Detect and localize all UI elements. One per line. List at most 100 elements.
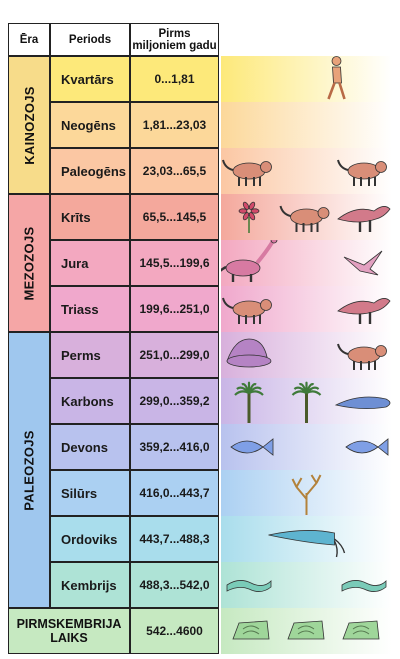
header-era: Ēra xyxy=(8,23,50,56)
cooksonia-plant-icon xyxy=(291,474,322,515)
creature-fish xyxy=(230,438,274,456)
period-range-cell: 199,6...251,0 xyxy=(130,286,219,332)
header-period-label: Periods xyxy=(68,33,112,46)
period-range: 23,03...65,5 xyxy=(142,164,207,178)
fish-body-icon xyxy=(345,440,379,454)
header-era-label: Ēra xyxy=(19,33,39,46)
creature-mammal xyxy=(337,343,387,370)
creature-fish xyxy=(345,438,389,456)
tree-frond-icon xyxy=(306,390,322,396)
fossil-rock-icon xyxy=(232,620,270,640)
era-cell-mezozojs: MEZOZOJS xyxy=(8,194,50,332)
period-name-cell: Paleogēns xyxy=(50,148,130,194)
precambrian-line2: LAIKS xyxy=(50,631,88,645)
precambrian-illustration xyxy=(221,608,392,654)
precambrian-line1: PIRMSKEMBRIJA xyxy=(16,617,122,631)
creature-fossil xyxy=(287,620,325,640)
period-range-cell: 359,2...416,0 xyxy=(130,424,219,470)
flower-petal-icon xyxy=(248,212,256,221)
period-name-cell: Devons xyxy=(50,424,130,470)
period-name-cell: Krīts xyxy=(50,194,130,240)
period-range: 251,0...299,0 xyxy=(139,348,210,362)
period-illustration-svg xyxy=(222,297,391,324)
mammal-head-icon xyxy=(375,345,387,357)
period-illustration-svg xyxy=(327,56,346,100)
period-name: Kvartārs xyxy=(61,71,114,87)
nautiloid-tentacles-icon xyxy=(333,538,346,558)
creature-long-neck-dinosaur xyxy=(212,236,278,282)
creature-flower xyxy=(238,201,260,233)
period-illustration xyxy=(221,332,392,378)
period-name-cell: Neogēns xyxy=(50,102,130,148)
period-name-cell: Jura xyxy=(50,240,130,286)
period-range: 1,81...23,03 xyxy=(142,118,207,132)
dimetrodon-body-icon xyxy=(226,354,272,368)
period-illustration xyxy=(221,56,392,102)
period-range: 199,6...251,0 xyxy=(139,302,210,316)
sauropod-head-icon xyxy=(270,236,278,244)
creature-tree xyxy=(234,381,264,423)
cambrian-creature-icon xyxy=(341,580,387,592)
mammal-body-icon xyxy=(232,162,266,180)
period-name: Krīts xyxy=(61,209,91,225)
era-label: PALEOZOJS xyxy=(21,429,37,511)
precambrian-range-cell: 542...4600 xyxy=(130,608,219,654)
mammal-head-icon xyxy=(375,161,387,173)
period-illustration-svg xyxy=(226,338,387,370)
tree-frond-icon xyxy=(248,390,264,396)
period-range-cell: 23,03...65,5 xyxy=(130,148,219,194)
sauropod-neck-icon xyxy=(255,239,275,265)
human-body-icon xyxy=(332,66,342,84)
dinosaur-legs-icon xyxy=(358,312,372,324)
period-name: Silūrs xyxy=(61,485,98,501)
period-range-cell: 65,5...145,5 xyxy=(130,194,219,240)
period-name-cell: Karbons xyxy=(50,378,130,424)
period-illustration xyxy=(221,562,392,608)
period-illustration xyxy=(221,470,392,516)
period-range: 416,0...443,7 xyxy=(139,486,210,500)
creature-human-walking xyxy=(327,56,346,100)
dinosaur-legs-icon xyxy=(358,220,372,232)
period-name-cell: Silūrs xyxy=(50,470,130,516)
period-name: Devons xyxy=(61,439,108,455)
period-name-cell: Kembrijs xyxy=(50,562,130,608)
creature-fossil xyxy=(342,620,380,640)
sauropod-body-icon xyxy=(225,259,261,277)
creature-worm xyxy=(226,580,272,592)
human-legs-icon xyxy=(327,82,346,100)
period-illustration-svg xyxy=(212,236,383,282)
creature-tree xyxy=(291,381,322,423)
period-illustration-svg xyxy=(230,438,389,456)
period-illustration-svg xyxy=(226,580,387,592)
fossil-rock-icon xyxy=(342,620,380,640)
mammal-legs-icon xyxy=(279,205,319,232)
era-label: MEZOZOJS xyxy=(21,226,37,300)
dinosaur-body-icon xyxy=(337,206,391,223)
mammal-head-icon xyxy=(317,207,330,219)
period-illustration-svg xyxy=(291,474,322,515)
era-cell-paleozojs: PALEOZOJS xyxy=(8,332,50,608)
header-time: Pirms miljoniem gadu xyxy=(130,23,219,56)
period-name-cell: Ordoviks xyxy=(50,516,130,562)
period-name: Paleogēns xyxy=(61,163,127,179)
precambrian-name-cell: PIRMSKEMBRIJA LAIKS xyxy=(8,608,130,654)
flower-petal-icon xyxy=(250,208,260,214)
period-illustration-svg xyxy=(238,201,391,233)
period-name-cell: Perms xyxy=(50,332,130,378)
period-name: Karbons xyxy=(61,393,114,409)
period-range: 488,3...542,0 xyxy=(139,578,210,592)
flower-petal-icon xyxy=(238,208,248,214)
period-range: 359,2...416,0 xyxy=(139,440,210,454)
mammal-head-icon xyxy=(260,299,272,311)
period-illustration-svg xyxy=(221,102,392,148)
creature-fossil xyxy=(232,620,270,640)
period-illustration-svg xyxy=(222,159,387,186)
header-time-line1: Pirms xyxy=(158,27,191,40)
flower-petal-icon xyxy=(242,201,250,210)
period-range-cell: 1,81...23,03 xyxy=(130,102,219,148)
period-name-cell: Kvartārs xyxy=(50,56,130,102)
period-name: Ordoviks xyxy=(61,531,118,547)
period-name: Triass xyxy=(61,301,99,317)
creature-sail-reptile xyxy=(226,338,272,368)
geologic-timescale-diagram: Ēra Periods Pirms miljoniem gadu KAINOZO… xyxy=(8,23,392,654)
